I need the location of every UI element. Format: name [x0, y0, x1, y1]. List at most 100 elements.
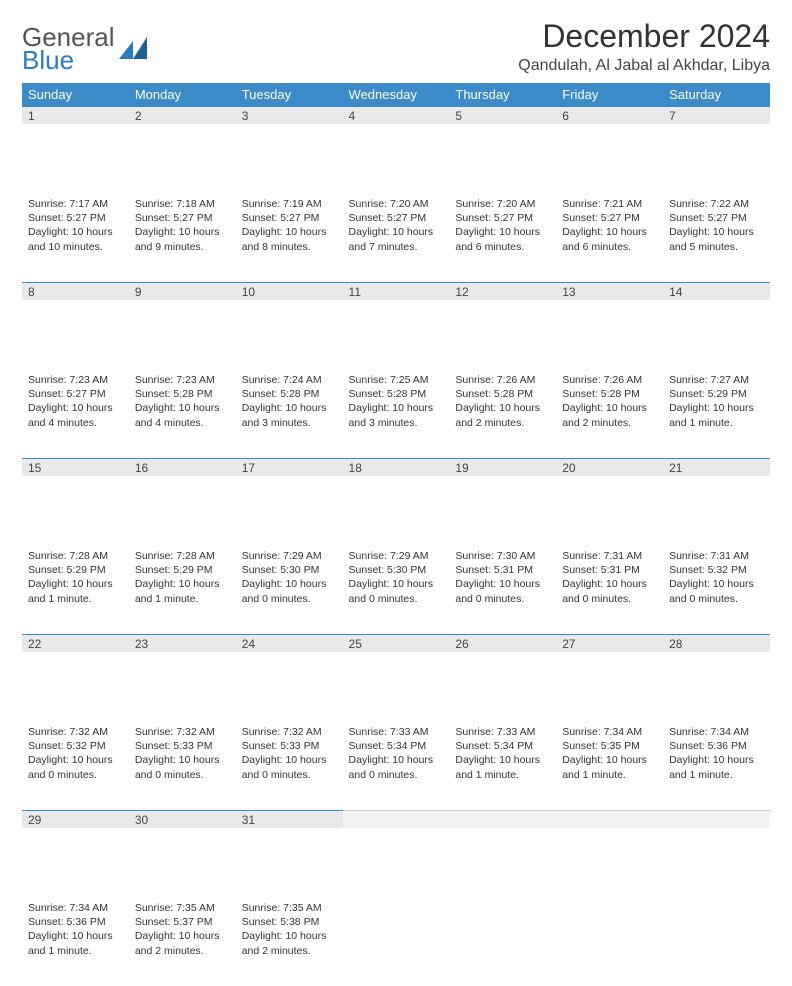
day-number: 1	[22, 106, 129, 124]
sunrise-text: Sunrise: 7:26 AM	[455, 373, 550, 387]
daynum-row: 1234567	[22, 106, 770, 194]
daylight-text: Daylight: 10 hours and 5 minutes.	[669, 225, 764, 253]
sunrise-text: Sunrise: 7:28 AM	[135, 549, 230, 563]
sunset-text: Sunset: 5:34 PM	[349, 739, 444, 753]
sunrise-text: Sunrise: 7:32 AM	[135, 725, 230, 739]
daylight-text: Daylight: 10 hours and 2 minutes.	[455, 401, 550, 429]
logo-line2: Blue	[22, 45, 74, 75]
day-number: 10	[236, 282, 343, 300]
sunset-text: Sunset: 5:33 PM	[135, 739, 230, 753]
day-cell: Sunrise: 7:18 AMSunset: 5:27 PMDaylight:…	[129, 194, 236, 260]
sunrise-text: Sunrise: 7:34 AM	[562, 725, 657, 739]
day-cell: Sunrise: 7:21 AMSunset: 5:27 PMDaylight:…	[556, 194, 663, 260]
daynum-row: 293031	[22, 810, 770, 898]
sunset-text: Sunset: 5:27 PM	[135, 211, 230, 225]
sunset-text: Sunset: 5:36 PM	[28, 915, 123, 929]
day-number: 13	[556, 282, 663, 300]
weekday-header: Thursday	[449, 83, 556, 106]
daynum-row: 22232425262728	[22, 634, 770, 722]
logo-text: General Blue	[22, 26, 115, 73]
day-number: 25	[343, 634, 450, 652]
sunset-text: Sunset: 5:30 PM	[349, 563, 444, 577]
day-cell: Sunrise: 7:26 AMSunset: 5:28 PMDaylight:…	[449, 370, 556, 436]
day-cell: Sunrise: 7:33 AMSunset: 5:34 PMDaylight:…	[449, 722, 556, 788]
sunset-text: Sunset: 5:29 PM	[135, 563, 230, 577]
sunset-text: Sunset: 5:29 PM	[669, 387, 764, 401]
sunset-text: Sunset: 5:28 PM	[242, 387, 337, 401]
weekday-header: Friday	[556, 83, 663, 106]
day-cell: Sunrise: 7:32 AMSunset: 5:32 PMDaylight:…	[22, 722, 129, 788]
daylight-text: Daylight: 10 hours and 1 minute.	[562, 753, 657, 781]
day-number: 21	[663, 458, 770, 476]
day-cell: Sunrise: 7:33 AMSunset: 5:34 PMDaylight:…	[343, 722, 450, 788]
sunrise-text: Sunrise: 7:31 AM	[562, 549, 657, 563]
day-cell: Sunrise: 7:25 AMSunset: 5:28 PMDaylight:…	[343, 370, 450, 436]
title-block: December 2024 Qandulah, Al Jabal al Akhd…	[518, 18, 770, 75]
day-number: 24	[236, 634, 343, 652]
daylight-text: Daylight: 10 hours and 0 minutes.	[669, 577, 764, 605]
day-number: 30	[129, 810, 236, 828]
day-cell	[449, 898, 556, 907]
daylight-text: Daylight: 10 hours and 2 minutes.	[135, 929, 230, 957]
sunrise-text: Sunrise: 7:28 AM	[28, 549, 123, 563]
sunrise-text: Sunrise: 7:20 AM	[349, 197, 444, 211]
day-number: 15	[22, 458, 129, 476]
day-number: 29	[22, 810, 129, 828]
day-cell: Sunrise: 7:29 AMSunset: 5:30 PMDaylight:…	[343, 546, 450, 612]
day-number: 26	[449, 634, 556, 652]
day-cell: Sunrise: 7:23 AMSunset: 5:28 PMDaylight:…	[129, 370, 236, 436]
sunrise-text: Sunrise: 7:33 AM	[455, 725, 550, 739]
sunset-text: Sunset: 5:28 PM	[349, 387, 444, 401]
daylight-text: Daylight: 10 hours and 0 minutes.	[135, 753, 230, 781]
sunrise-text: Sunrise: 7:31 AM	[669, 549, 764, 563]
sunrise-text: Sunrise: 7:29 AM	[242, 549, 337, 563]
daylight-text: Daylight: 10 hours and 0 minutes.	[562, 577, 657, 605]
day-number: 7	[663, 106, 770, 124]
day-cell: Sunrise: 7:23 AMSunset: 5:27 PMDaylight:…	[22, 370, 129, 436]
sunset-text: Sunset: 5:34 PM	[455, 739, 550, 753]
sunrise-text: Sunrise: 7:18 AM	[135, 197, 230, 211]
day-cell: Sunrise: 7:32 AMSunset: 5:33 PMDaylight:…	[236, 722, 343, 788]
daylight-text: Daylight: 10 hours and 9 minutes.	[135, 225, 230, 253]
day-number: 19	[449, 458, 556, 476]
day-cell: Sunrise: 7:24 AMSunset: 5:28 PMDaylight:…	[236, 370, 343, 436]
sunrise-text: Sunrise: 7:29 AM	[349, 549, 444, 563]
day-number	[449, 810, 556, 828]
day-number: 14	[663, 282, 770, 300]
sunset-text: Sunset: 5:31 PM	[562, 563, 657, 577]
day-number: 27	[556, 634, 663, 652]
day-number: 11	[343, 282, 450, 300]
day-cell: Sunrise: 7:34 AMSunset: 5:36 PMDaylight:…	[663, 722, 770, 788]
day-cell: Sunrise: 7:35 AMSunset: 5:38 PMDaylight:…	[236, 898, 343, 964]
sunrise-text: Sunrise: 7:32 AM	[28, 725, 123, 739]
day-number: 9	[129, 282, 236, 300]
header: General Blue December 2024 Qandulah, Al …	[22, 18, 770, 75]
daylight-text: Daylight: 10 hours and 0 minutes.	[349, 577, 444, 605]
sunset-text: Sunset: 5:28 PM	[455, 387, 550, 401]
sunset-text: Sunset: 5:32 PM	[669, 563, 764, 577]
calendar-table: SundayMondayTuesdayWednesdayThursdayFrid…	[22, 83, 770, 986]
daylight-text: Daylight: 10 hours and 1 minute.	[135, 577, 230, 605]
logo: General Blue	[22, 18, 149, 73]
weekday-header: Wednesday	[343, 83, 450, 106]
sunset-text: Sunset: 5:33 PM	[242, 739, 337, 753]
day-cell: Sunrise: 7:22 AMSunset: 5:27 PMDaylight:…	[663, 194, 770, 260]
daylight-text: Daylight: 10 hours and 0 minutes.	[242, 577, 337, 605]
sunrise-text: Sunrise: 7:22 AM	[669, 197, 764, 211]
day-cell	[663, 898, 770, 907]
sunrise-text: Sunrise: 7:34 AM	[669, 725, 764, 739]
day-cell: Sunrise: 7:31 AMSunset: 5:32 PMDaylight:…	[663, 546, 770, 612]
daylight-text: Daylight: 10 hours and 10 minutes.	[28, 225, 123, 253]
day-number: 4	[343, 106, 450, 124]
sunset-text: Sunset: 5:27 PM	[242, 211, 337, 225]
month-title: December 2024	[518, 18, 770, 55]
day-number: 31	[236, 810, 343, 828]
sunset-text: Sunset: 5:36 PM	[669, 739, 764, 753]
day-cell: Sunrise: 7:31 AMSunset: 5:31 PMDaylight:…	[556, 546, 663, 612]
day-number: 8	[22, 282, 129, 300]
day-number: 5	[449, 106, 556, 124]
daynum-row: 15161718192021	[22, 458, 770, 546]
daylight-text: Daylight: 10 hours and 0 minutes.	[455, 577, 550, 605]
day-number: 3	[236, 106, 343, 124]
day-number: 12	[449, 282, 556, 300]
